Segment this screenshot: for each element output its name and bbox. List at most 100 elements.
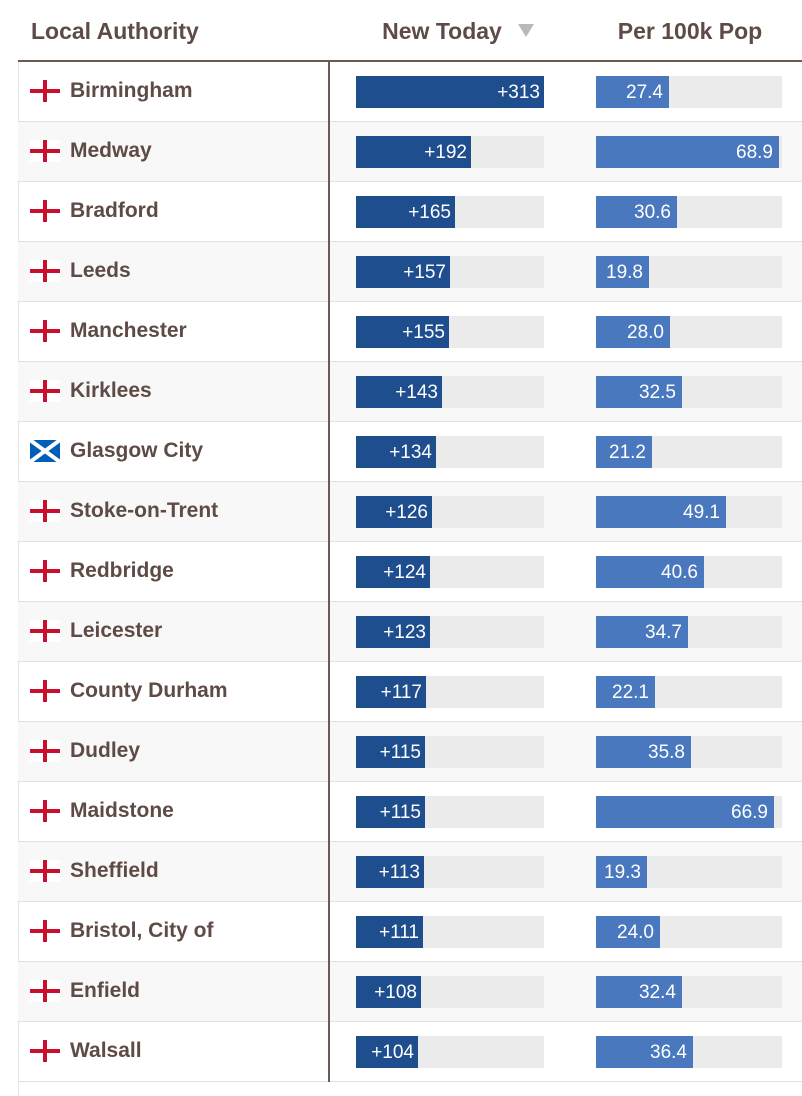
new-today-bar-track: +155 — [356, 316, 544, 348]
column-header-per-100k[interactable]: Per 100k Pop — [617, 18, 763, 44]
table-row[interactable]: Maidstone +115 66.9 — [18, 782, 802, 842]
new-today-value: +143 — [395, 382, 438, 403]
per-100k-bar-track: 32.4 — [596, 976, 782, 1008]
new-today-bar — [356, 376, 442, 408]
new-today-bar — [356, 616, 430, 648]
new-today-bar-track: +123 — [356, 616, 544, 648]
local-authority-name: Redbridge — [70, 559, 174, 582]
local-authority-name: Glasgow City — [70, 439, 204, 462]
table-row[interactable]: Sheffield +113 19.3 — [18, 842, 802, 902]
per-100k-bar-track: 34.7 — [596, 616, 782, 648]
new-today-value: +123 — [383, 622, 426, 643]
per-100k-value: 21.2 — [609, 442, 646, 463]
local-authority-name: Bristol, City of — [70, 919, 214, 942]
column-header-new-today[interactable]: New Today — [356, 18, 560, 45]
new-today-bar — [356, 796, 425, 828]
table-row[interactable]: Birmingham +313 27.4 — [18, 62, 802, 122]
per-100k-bar-track: 30.6 — [596, 196, 782, 228]
new-today-bar — [356, 556, 430, 588]
new-today-bar — [356, 76, 544, 108]
new-today-value: +117 — [380, 682, 422, 703]
per-100k-value: 32.5 — [639, 382, 676, 403]
table-row[interactable]: Stoke-on-Trent +126 49.1 — [18, 482, 802, 542]
new-today-bar-track: +157 — [356, 256, 544, 288]
new-today-value: +134 — [389, 442, 432, 463]
per-100k-value: 40.6 — [661, 562, 698, 583]
table-row[interactable]: Leeds +157 19.8 — [18, 242, 802, 302]
table-row[interactable]: Bradford +165 30.6 — [18, 182, 802, 242]
table-row[interactable]: Redbridge +124 40.6 — [18, 542, 802, 602]
new-today-bar-track: +117 — [356, 676, 544, 708]
per-100k-bar-track: 24.0 — [596, 916, 782, 948]
new-today-value: +126 — [385, 502, 428, 523]
local-authority-name: Sheffield — [70, 859, 159, 882]
new-today-bar-track: +124 — [356, 556, 544, 588]
per-100k-bar-track: 40.6 — [596, 556, 782, 588]
table-row[interactable]: Medway +192 68.9 — [18, 122, 802, 182]
table-row[interactable]: Bristol, City of +111 24.0 — [18, 902, 802, 962]
new-today-bar-track: +134 — [356, 436, 544, 468]
per-100k-value: 19.8 — [606, 262, 643, 283]
scotland-flag-icon — [30, 440, 60, 462]
table-row[interactable]: Enfield +108 32.4 — [18, 962, 802, 1022]
local-authority-name: Dudley — [70, 739, 141, 762]
table-row[interactable]: Glasgow City +134 21.2 — [18, 422, 802, 482]
per-100k-value: 35.8 — [648, 742, 685, 763]
sort-descending-icon[interactable] — [517, 24, 534, 38]
per-100k-bar-track: 28.0 — [596, 316, 782, 348]
per-100k-value: 22.1 — [612, 682, 649, 703]
per-100k-value: 68.9 — [736, 142, 773, 163]
per-100k-bar — [596, 496, 726, 528]
new-today-value: +108 — [374, 982, 417, 1003]
england-flag-icon — [30, 260, 60, 282]
england-flag-icon — [30, 140, 60, 162]
table-row[interactable]: Walsall +104 36.4 — [18, 1022, 802, 1082]
local-authority-name: Walsall — [70, 1039, 142, 1062]
per-100k-bar-track: 66.9 — [596, 796, 782, 828]
per-100k-bar — [596, 976, 682, 1008]
per-100k-bar — [596, 916, 660, 948]
new-today-bar-track: +313 — [356, 76, 544, 108]
local-authority-name: Enfield — [70, 979, 141, 1002]
table-header: Local Authority New Today Per 100k Pop — [18, 0, 802, 62]
table-row[interactable]: Leicester +123 34.7 — [18, 602, 802, 662]
column-header-new-today-label: New Today — [382, 18, 502, 44]
new-today-value: +192 — [424, 142, 467, 163]
new-today-bar — [356, 676, 426, 708]
england-flag-icon — [30, 860, 60, 882]
new-today-bar-track: +126 — [356, 496, 544, 528]
per-100k-value: 19.3 — [604, 862, 641, 883]
new-today-value: +111 — [379, 922, 419, 943]
per-100k-bar-track: 19.3 — [596, 856, 782, 888]
per-100k-bar-track: 21.2 — [596, 436, 782, 468]
new-today-value: +313 — [497, 82, 540, 103]
per-100k-bar — [596, 376, 682, 408]
table-row[interactable]: County Durham +117 22.1 — [18, 662, 802, 722]
new-today-bar-track: +104 — [356, 1036, 544, 1068]
per-100k-bar — [596, 1036, 693, 1068]
per-100k-bar-track: 36.4 — [596, 1036, 782, 1068]
table-row[interactable]: Kirklees +143 32.5 — [18, 362, 802, 422]
per-100k-value: 28.0 — [627, 322, 664, 343]
new-today-bar-track: +165 — [356, 196, 544, 228]
per-100k-value: 30.6 — [634, 202, 671, 223]
new-today-bar-track: +108 — [356, 976, 544, 1008]
new-today-value: +113 — [378, 862, 420, 883]
table-row[interactable]: Manchester +155 28.0 — [18, 302, 802, 362]
new-today-bar — [356, 496, 432, 528]
new-today-bar — [356, 856, 424, 888]
local-authority-table: Local Authority New Today Per 100k Pop B… — [18, 0, 802, 1096]
table-row[interactable]: Dudley +115 35.8 — [18, 722, 802, 782]
per-100k-bar-track: 19.8 — [596, 256, 782, 288]
per-100k-bar-track: 35.8 — [596, 736, 782, 768]
per-100k-bar — [596, 616, 688, 648]
england-flag-icon — [30, 500, 60, 522]
column-header-local-authority[interactable]: Local Authority — [31, 18, 199, 44]
england-flag-icon — [30, 980, 60, 1002]
new-today-bar — [356, 136, 471, 168]
per-100k-bar — [596, 436, 652, 468]
per-100k-bar-track: 22.1 — [596, 676, 782, 708]
new-today-value: +157 — [403, 262, 446, 283]
local-authority-name: Leicester — [70, 619, 163, 642]
new-today-bar — [356, 736, 425, 768]
